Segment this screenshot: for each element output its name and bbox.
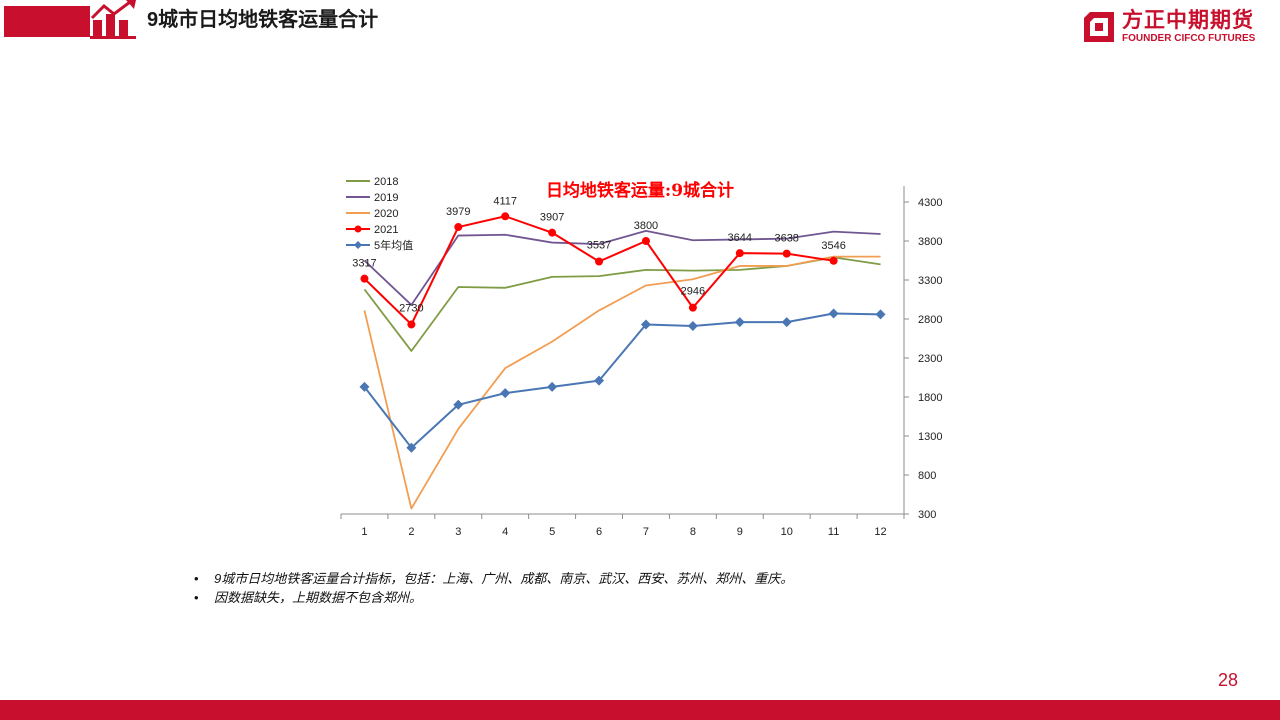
data-point-5年均值 (594, 375, 605, 386)
page-title: 9城市日均地铁客运量合计 (147, 9, 379, 31)
chart-axes: 1 2 3 4 5 6 7 8 9 10 11 123008001300180023002800330… (340, 186, 942, 538)
data-label: 3638 (774, 233, 798, 245)
data-point-2021 (454, 223, 463, 232)
data-label: 3907 (540, 212, 564, 224)
data-point-2021 (782, 249, 791, 258)
data-point-5年均值 (734, 317, 745, 328)
x-tick-label: 9 (737, 526, 743, 538)
data-point-2021 (829, 256, 838, 265)
y-tick-label: 3800 (918, 236, 942, 248)
series-line-2020 (363, 255, 881, 510)
data-point-2021 (548, 228, 557, 237)
logo-name-en: FOUNDER CIFCO FUTURES (1122, 33, 1256, 44)
data-point-5年均值 (781, 317, 792, 328)
bar-chart-rising-icon (90, 0, 136, 39)
data-point-2021 (501, 212, 510, 221)
y-tick-label: 1800 (918, 392, 942, 404)
data-point-5年均值 (828, 308, 839, 319)
y-tick-label: 3300 (918, 275, 942, 287)
data-point-5年均值 (500, 388, 511, 399)
data-point-5年均值 (406, 442, 417, 453)
legend-label: 2019 (374, 192, 398, 204)
chart-title: 日均地铁客运量:9城合计 (546, 180, 734, 201)
x-tick-label: 6 (596, 526, 602, 538)
header-accent-bar (4, 6, 90, 37)
data-point-5年均值 (640, 319, 651, 330)
data-label: 3537 (587, 240, 611, 252)
x-tick-label: 7 (643, 526, 649, 538)
footnote-text: 9城市日均地铁客运量合计指标，包括：上海、广州、成都、南京、武汉、西安、苏州、郑… (214, 571, 794, 586)
legend-label: 2021 (374, 224, 398, 236)
logo-name-cn: 方正中期期货 (1122, 9, 1254, 32)
footnote-item: • 9城市日均地铁客运量合计指标，包括：上海、广州、成都、南京、武汉、西安、苏州、… (194, 571, 794, 586)
data-label: 3317 (352, 258, 376, 270)
data-point-2021 (735, 249, 744, 258)
page-number: 28 (1217, 670, 1238, 690)
x-tick-label: 8 (690, 526, 696, 538)
y-tick-label: 1300 (918, 431, 942, 443)
legend-marker (354, 225, 362, 233)
data-label: 2730 (399, 302, 423, 314)
data-point-2021 (595, 257, 604, 266)
footnotes: • 9城市日均地铁客运量合计指标，包括：上海、广州、成都、南京、武汉、西安、苏州、… (192, 569, 793, 607)
data-label: 3644 (728, 232, 752, 244)
data-point-5年均值 (453, 399, 464, 410)
data-label: 2946 (681, 286, 705, 298)
data-point-5年均值 (359, 381, 370, 392)
footer-bar (0, 700, 1280, 720)
data-point-5年均值 (875, 309, 886, 320)
y-tick-label: 4300 (918, 197, 942, 209)
data-label: 3546 (821, 240, 845, 252)
y-tick-label: 2800 (918, 314, 942, 326)
legend-label: 2020 (374, 208, 398, 220)
chart-data-labels: 3317 2730 3979 4117 3907 3537 3800 2946 3644 3638… (352, 195, 846, 314)
series-line-2018 (363, 256, 881, 352)
logo-mark-icon (1084, 12, 1114, 42)
chart-legend: 2018 2019 2020 2021 5年均值 (346, 176, 413, 252)
x-tick-label: 5 (549, 526, 555, 538)
chart-series (359, 212, 886, 510)
x-tick-label: 10 (781, 526, 793, 538)
legend-label: 2018 (374, 176, 398, 188)
data-point-2021 (407, 320, 416, 329)
data-label: 4117 (493, 195, 517, 207)
x-tick-label: 2 (408, 526, 414, 538)
series-line-2019 (363, 229, 881, 306)
footnote-item: • 因数据缺失，上期数据不包含郑州。 (194, 590, 423, 605)
data-point-5年均值 (687, 321, 698, 332)
legend-marker (354, 241, 362, 249)
data-label: 3979 (446, 206, 470, 218)
y-tick-label: 300 (918, 509, 936, 521)
data-point-5年均值 (547, 381, 558, 392)
y-tick-label: 800 (918, 470, 936, 482)
data-point-2021 (688, 303, 697, 312)
series-line-5年均值 (363, 312, 881, 449)
brand-logo: 方正中期期货 FOUNDER CIFCO FUTURES (1082, 8, 1272, 48)
x-tick-label: 11 (828, 526, 839, 538)
data-point-2021 (360, 274, 369, 283)
data-point-2021 (641, 237, 650, 245)
x-tick-label: 4 (502, 526, 508, 538)
x-tick-label: 12 (874, 526, 886, 538)
footnote-text: 因数据缺失，上期数据不包含郑州。 (214, 590, 423, 605)
data-label: 3800 (634, 220, 658, 232)
legend-label: 5年均值 (374, 238, 413, 252)
x-tick-label: 1 (361, 526, 367, 538)
x-tick-label: 3 (455, 526, 461, 538)
y-tick-label: 2300 (918, 353, 942, 365)
